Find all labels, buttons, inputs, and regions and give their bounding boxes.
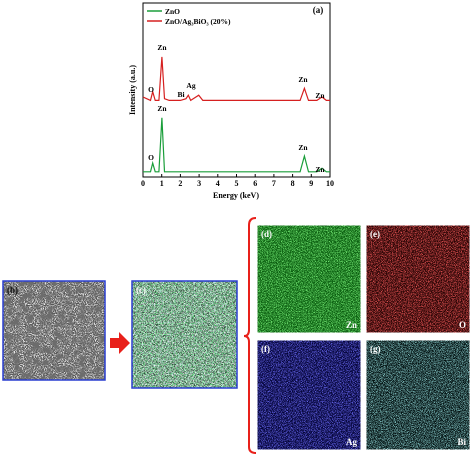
x-tick-label: 2 xyxy=(178,179,182,188)
legend-label: ZnO/Ag₃BiO₃ (20%) xyxy=(165,17,231,26)
peak-annotation: Zn xyxy=(315,91,325,100)
peak-annotation: O xyxy=(148,153,154,162)
micrograph-texture xyxy=(132,281,237,388)
peak-annotation: Zn xyxy=(298,75,308,84)
peak-annotation: Zn xyxy=(315,165,325,174)
bracket xyxy=(243,217,257,454)
x-axis-label: Energy (keV) xyxy=(213,191,259,200)
x-tick-label: 1 xyxy=(160,179,164,188)
x-tick-label: 5 xyxy=(235,179,239,188)
panel-label: (f) xyxy=(261,344,270,354)
panel-label: (c) xyxy=(136,285,146,295)
peak-annotation: Zn xyxy=(157,43,167,52)
element-label: Zn xyxy=(346,320,357,330)
x-tick-label: 7 xyxy=(272,179,276,188)
x-tick-label: 8 xyxy=(291,179,295,188)
image-border xyxy=(256,339,362,451)
micrograph-texture xyxy=(366,225,470,333)
panel-label: (b) xyxy=(7,285,18,295)
spectrum-line xyxy=(142,56,330,102)
image-border xyxy=(365,224,471,334)
arrow xyxy=(110,332,130,354)
image-border xyxy=(365,339,471,451)
x-tick-label: 3 xyxy=(197,179,201,188)
peak-annotation: Bi xyxy=(177,90,184,99)
panel-label: (e) xyxy=(370,229,380,239)
element-label: Ag xyxy=(346,437,357,447)
element-label: O xyxy=(459,320,466,330)
y-axis-label: Intensity (a.u.) xyxy=(128,65,137,115)
x-tick-label: 9 xyxy=(309,179,313,188)
panel-label: (g) xyxy=(370,344,381,354)
micrograph-texture xyxy=(257,225,361,333)
peak-annotation: O xyxy=(148,85,154,94)
x-tick-label: 6 xyxy=(253,179,257,188)
micrograph-texture xyxy=(366,340,470,450)
x-tick-label: 10 xyxy=(326,179,334,188)
peak-annotation: Ag xyxy=(186,81,195,90)
legend-label: ZnO xyxy=(165,7,180,16)
spectrum-line xyxy=(143,117,330,173)
image-border xyxy=(2,280,106,381)
micrograph-texture xyxy=(257,340,361,450)
panel-label: (a) xyxy=(313,5,324,15)
x-tick-label: 4 xyxy=(216,179,220,188)
image-border xyxy=(256,224,362,334)
micrograph-texture xyxy=(3,281,105,380)
peak-annotation: Zn xyxy=(298,143,308,152)
peak-annotation: Zn xyxy=(157,104,167,113)
element-label: Bi xyxy=(457,437,466,447)
x-tick-label: 0 xyxy=(141,179,145,188)
panel-label: (d) xyxy=(261,229,272,239)
image-border xyxy=(131,280,238,389)
